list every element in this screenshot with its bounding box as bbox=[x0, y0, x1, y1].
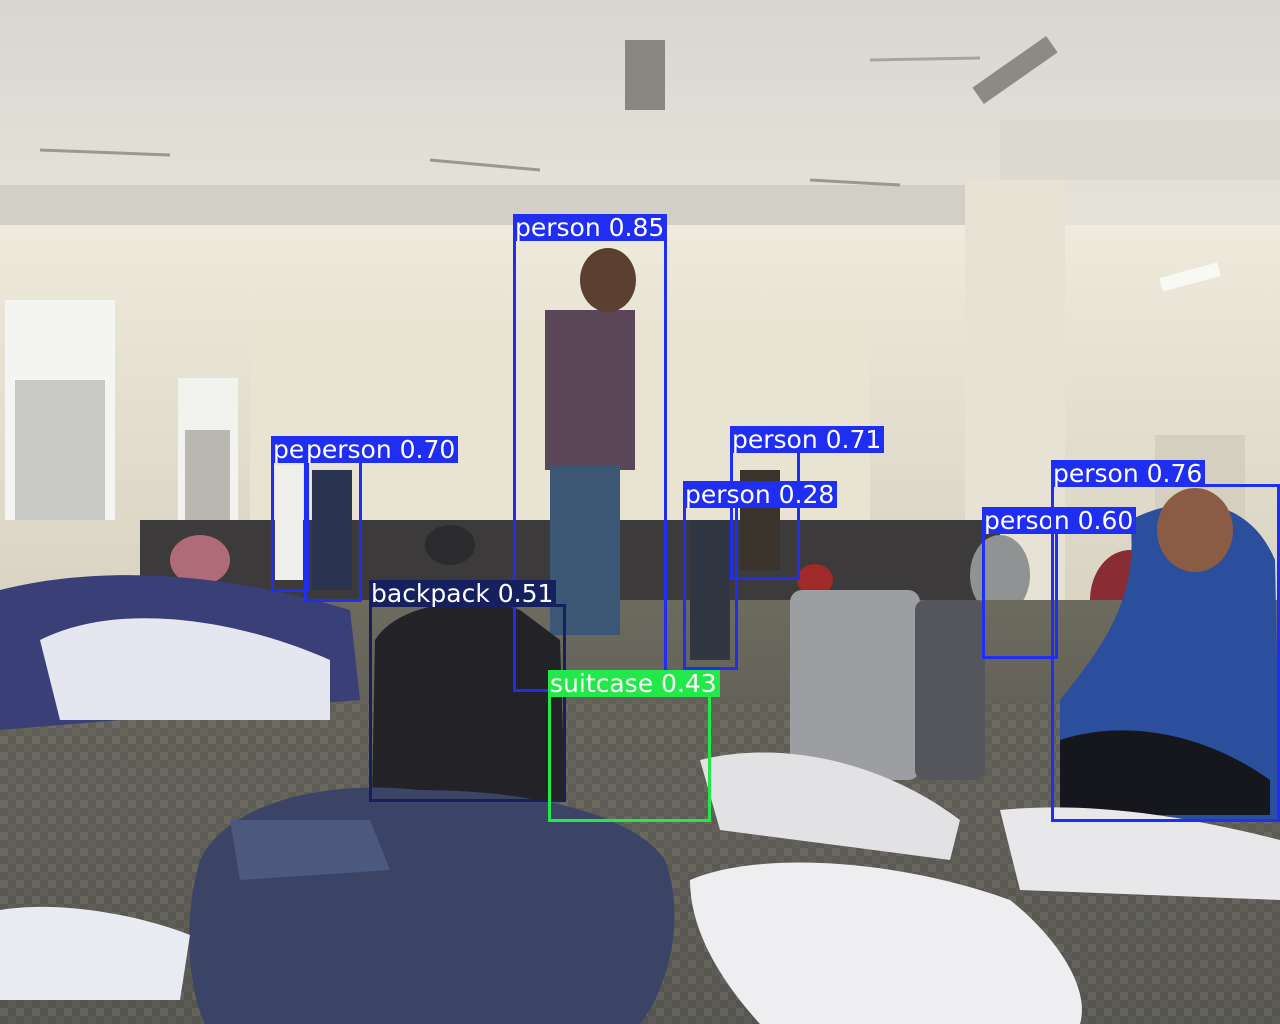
person-detection-label: person 0.71 bbox=[730, 426, 885, 453]
person-detection-label: person 0.60 bbox=[982, 507, 1137, 534]
person-detection-box: person 0.85 bbox=[513, 214, 668, 692]
person-detection-label: person 0.76 bbox=[1051, 460, 1206, 487]
person-detection-box: person 0.76 bbox=[1051, 460, 1280, 822]
suitcase-detection-box: suitcase 0.43 bbox=[548, 670, 720, 822]
person-detection-box: person 0.71 bbox=[730, 426, 885, 580]
person-detection-box: pe bbox=[271, 436, 309, 592]
person-detection-label: person 0.85 bbox=[513, 214, 668, 241]
person-detection-box: person 0.70 bbox=[304, 436, 459, 602]
backpack-detection-label: backpack 0.51 bbox=[369, 580, 557, 607]
person-detection-label: person 0.70 bbox=[304, 436, 459, 463]
person-detection-box: person 0.60 bbox=[982, 507, 1137, 659]
backpack-detection-box: backpack 0.51 bbox=[369, 580, 566, 802]
person-detection-box: person 0.28 bbox=[683, 481, 838, 670]
person-detection-label: person 0.28 bbox=[683, 481, 838, 508]
suitcase-detection-label: suitcase 0.43 bbox=[548, 670, 720, 697]
person-detection-label: pe bbox=[271, 436, 308, 463]
